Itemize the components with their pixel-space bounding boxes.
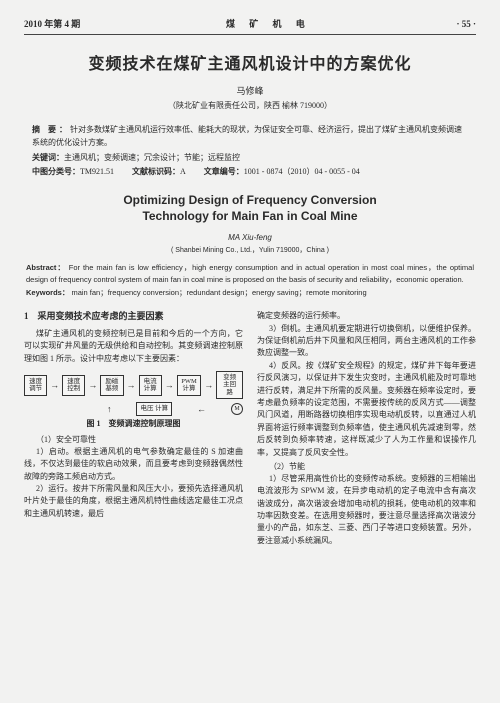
item-2-para-1: 1）尽管采用高性价比的变频传动系统。变频器的三相输出电流波形为 SPWM 波，在… xyxy=(257,473,476,547)
item-1-para-2: 2）运行。按井下所需风量和风压大小，要预先选择通风机叶片处于最佳的角度，根据主通… xyxy=(24,483,243,520)
author-en: MA Xiu-feng xyxy=(24,232,476,244)
doccode-label: 文献标识码： xyxy=(132,167,180,176)
right-continue: 确定变频器的运行频率。 xyxy=(257,310,476,322)
kw-en-label: Keywords： xyxy=(26,288,69,297)
keywords-en: Keywords： main fan；frequency conversion；… xyxy=(26,287,474,298)
clc-label: 中图分类号： xyxy=(32,167,80,176)
header-right: · 55 · xyxy=(456,18,476,32)
abstract-en-label: Abstract： xyxy=(26,263,66,272)
figure-1-caption: 图 1 变频调速控制原理图 xyxy=(24,418,243,430)
kw-en-text: main fan；frequency conversion；redundant … xyxy=(71,288,366,297)
left-column: 1 采用变频技术应考虑的主要因素 煤矿主通风机的变频控制已是目前和今后的一个方向… xyxy=(24,310,243,547)
header-center: 煤 矿 机 电 xyxy=(226,18,311,32)
two-column-body: 1 采用变频技术应考虑的主要因素 煤矿主通风机的变频控制已是目前和今后的一个方向… xyxy=(24,310,476,547)
doccode-value: A xyxy=(180,167,186,176)
arrow-icon: → xyxy=(50,381,59,390)
item-1-para-1: 1）启动。根据主通风机的电气参数确定最佳的 S 加速曲线，不仅达到最佳的软启动效… xyxy=(24,446,243,483)
item-1-para-3: 3）倒机。主通风机要定期进行切换倒机，以便维护保养。为保证倒机前后井下风量和风压… xyxy=(257,323,476,360)
header-left: 2010 年第 4 期 xyxy=(24,18,80,32)
affiliation-cn: （陕北矿业有限责任公司，陕西 榆林 719000） xyxy=(24,100,476,112)
artno-label: 文章编号： xyxy=(204,167,244,176)
arrow-icon: → xyxy=(165,381,174,390)
arrow-up-icon: ↑ xyxy=(107,405,112,414)
abstract-cn-text: 针对多数煤矿主通风机运行效率低、能耗大的现状，为保证安全可靠、经济运行，提出了煤… xyxy=(32,125,462,147)
arrow-icon: → xyxy=(204,381,213,390)
clc-value: TM921.51 xyxy=(80,167,114,176)
section-1-head: 1 采用变频技术应考虑的主要因素 xyxy=(24,310,243,324)
artno-value: 1001 - 0874（2010）04 - 0055 - 04 xyxy=(244,167,360,176)
diagram-box-1: 速度 调节 xyxy=(24,375,47,396)
diagram-box-2: 速度 控制 xyxy=(62,375,85,396)
affiliation-en: ( Shanbei Mining Co., Ltd.，Yulin 719000，… xyxy=(24,246,476,257)
title-en-l2: Technology for Main Fan in Coal Mine xyxy=(24,208,476,224)
abstract-en: Abstract： For the main fan is low effici… xyxy=(26,262,474,285)
diagram-box-7: 电压 计算 xyxy=(136,402,172,415)
keywords-cn: 关键词：主通风机；变频调速；冗余设计；节能；远程监控 xyxy=(32,152,468,164)
kw-cn-label: 关键词： xyxy=(32,153,64,162)
item-1-para-4: 4）反风。按《煤矿安全规程》的规定，煤矿井下每年要进行反风演习，以保证井下发生灾… xyxy=(257,360,476,459)
section-1-para-1: 煤矿主通风机的变频控制已是目前和今后的一个方向，它可以实现矿井风量的无级供给和自… xyxy=(24,328,243,365)
motor-icon: M xyxy=(231,403,243,415)
abstract-en-text: For the main fan is low efficiency，high … xyxy=(26,263,474,283)
kw-cn-text: 主通风机；变频调速；冗余设计；节能；远程监控 xyxy=(64,153,240,162)
figure-1-diagram: 速度 调节 → 速度 控制 → 励磁 基频 → 电流 计算 → PWM 计算 →… xyxy=(24,371,243,416)
right-column: 确定变频器的运行频率。 3）倒机。主通风机要定期进行切换倒机，以便维护保养。为保… xyxy=(257,310,476,547)
diagram-box-6: 变频 主回路 xyxy=(216,371,243,399)
arrow-icon: → xyxy=(127,381,136,390)
title-cn: 变频技术在煤矿主通风机设计中的方案优化 xyxy=(24,53,476,77)
arrow-left-icon: ← xyxy=(197,405,206,414)
item-1-head: （1）安全可靠性 xyxy=(24,434,243,446)
figure-1: 速度 调节 → 速度 控制 → 励磁 基频 → 电流 计算 → PWM 计算 →… xyxy=(24,371,243,430)
diagram-box-4: 电流 计算 xyxy=(139,375,162,396)
title-en: Optimizing Design of Frequency Conversio… xyxy=(24,192,476,224)
abstract-cn: 摘 要：针对多数煤矿主通风机运行效率低、能耗大的现状，为保证安全可靠、经济运行，… xyxy=(32,124,468,150)
diagram-box-3: 励磁 基频 xyxy=(100,375,123,396)
item-2-head: （2）节能 xyxy=(257,461,476,473)
arrow-icon: → xyxy=(88,381,97,390)
page-header: 2010 年第 4 期 煤 矿 机 电 · 55 · xyxy=(24,18,476,35)
abstract-cn-label: 摘 要： xyxy=(32,125,70,134)
title-en-l1: Optimizing Design of Frequency Conversio… xyxy=(24,192,476,208)
diagram-box-5: PWM 计算 xyxy=(177,375,202,396)
classification-row: 中图分类号：TM921.51 文献标识码：A 文章编号：1001 - 0874（… xyxy=(32,166,468,178)
author-cn: 马修峰 xyxy=(24,85,476,99)
